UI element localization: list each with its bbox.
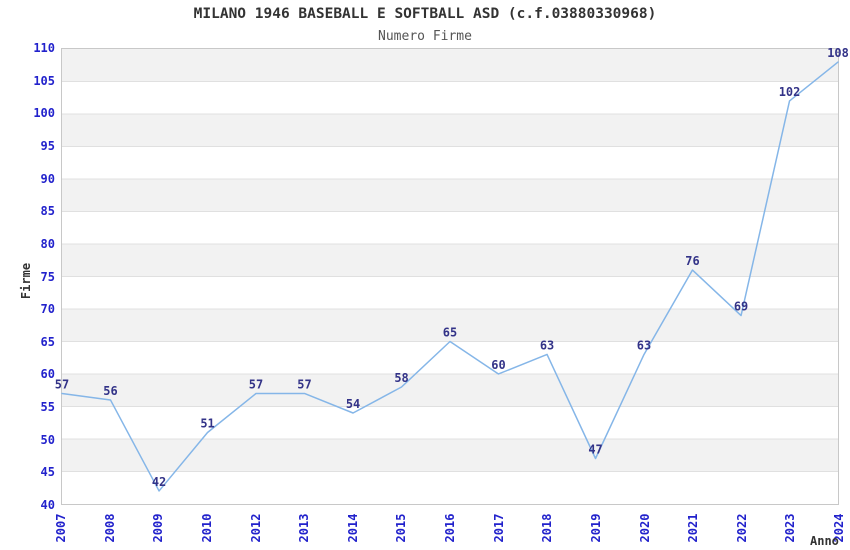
point-label: 69 xyxy=(734,300,748,314)
y-tick-label: 55 xyxy=(40,400,55,415)
y-tick-label: 65 xyxy=(40,334,55,349)
x-tick-label: 2013 xyxy=(297,513,312,543)
y-tick-label: 105 xyxy=(33,73,55,88)
x-tick-label: 2017 xyxy=(491,513,506,543)
x-tick-label: 2012 xyxy=(248,513,263,543)
plot-band xyxy=(62,309,838,342)
point-label: 102 xyxy=(779,85,801,99)
x-tick-label: 2023 xyxy=(783,513,798,543)
point-label: 56 xyxy=(103,384,117,398)
x-tick-label: 2022 xyxy=(734,513,749,543)
x-axis-title: Anno xyxy=(810,534,839,548)
x-tick-label: 2019 xyxy=(588,513,603,543)
plot-band xyxy=(62,114,838,147)
point-label: 57 xyxy=(297,378,311,392)
plot-band xyxy=(62,179,838,212)
y-tick-label: 75 xyxy=(40,269,55,284)
y-tick-label: 80 xyxy=(40,236,55,251)
plot-band xyxy=(62,374,838,407)
point-label: 58 xyxy=(394,371,408,385)
x-tick-label: 2021 xyxy=(686,513,701,543)
point-label: 57 xyxy=(249,378,263,392)
point-label: 54 xyxy=(346,397,360,411)
x-tick-label: 2007 xyxy=(54,513,68,543)
x-tick-label: 2009 xyxy=(151,513,166,543)
point-label: 63 xyxy=(540,338,554,352)
x-tick-label: 2010 xyxy=(199,513,214,543)
y-tick-label: 90 xyxy=(40,171,55,186)
y-tick-label: 100 xyxy=(33,106,55,121)
plot-band xyxy=(62,49,838,82)
x-tick-label: 2014 xyxy=(345,513,360,543)
x-tick-label: 2020 xyxy=(637,513,652,543)
y-tick-label: 95 xyxy=(40,138,55,153)
y-tick-label: 85 xyxy=(40,204,55,219)
point-label: 108 xyxy=(827,46,849,60)
y-axis-title: Firme xyxy=(19,262,33,300)
point-label: 51 xyxy=(200,417,214,431)
point-label: 57 xyxy=(55,378,69,392)
point-label: 63 xyxy=(637,338,651,352)
chart-title: MILANO 1946 BASEBALL E SOFTBALL ASD (c.f… xyxy=(193,6,657,22)
plot-band xyxy=(62,439,838,472)
point-label: 47 xyxy=(588,443,602,457)
y-tick-label: 40 xyxy=(40,498,55,512)
x-tick-label: 2008 xyxy=(102,513,117,543)
point-label: 65 xyxy=(443,326,457,340)
x-tick-label: 2018 xyxy=(540,513,555,543)
x-tick-label: 2015 xyxy=(394,513,409,543)
plot-band xyxy=(62,244,838,277)
chart-subtitle: Numero Firme xyxy=(378,29,472,44)
x-tick-label: 2016 xyxy=(443,513,457,543)
point-label: 60 xyxy=(491,358,505,372)
y-tick-label: 110 xyxy=(33,41,55,55)
point-label: 76 xyxy=(685,254,699,268)
y-tick-label: 45 xyxy=(40,465,55,480)
y-tick-label: 60 xyxy=(40,367,55,382)
data-line xyxy=(61,61,839,492)
plot-area: 57 56 42 51 57 57 54 58 65 60 63 47 63 76 69 102 108 xyxy=(55,46,849,505)
point-label: 42 xyxy=(152,475,166,489)
y-tick-label: 50 xyxy=(40,432,55,447)
y-tick-label: 70 xyxy=(40,302,55,317)
line-chart-svg: 57 56 42 51 57 57 54 58 65 60 63 47 63 76 69 102 108 xyxy=(55,46,849,492)
